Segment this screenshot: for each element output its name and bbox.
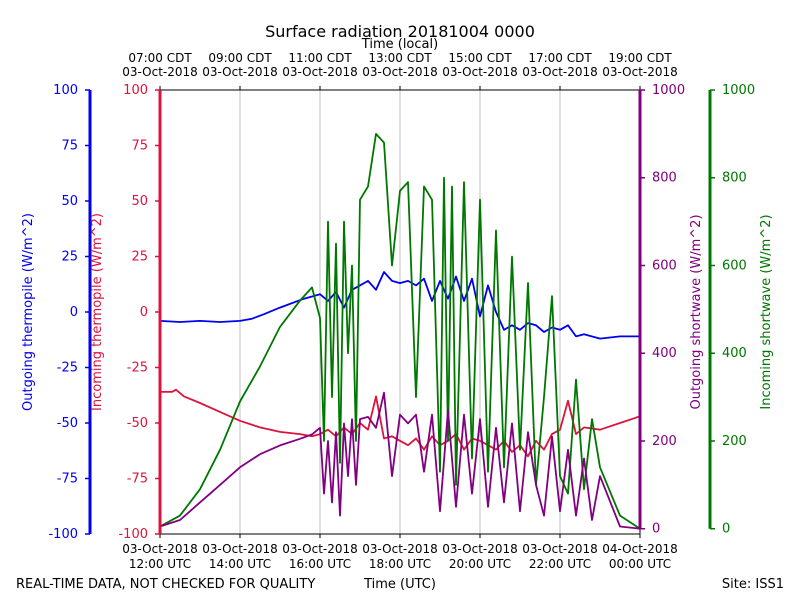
bottom-tick-label: 12:00 UTC — [129, 557, 191, 571]
incoming-thermopile-label: Incoming thermopile (W/m^2) — [90, 213, 105, 411]
x-axis-label: Time (UTC) — [363, 577, 436, 592]
axis-tick-label: 0 — [722, 522, 730, 537]
axis-tick-label: 800 — [652, 171, 677, 186]
axis-tick-label: -100 — [118, 527, 148, 542]
top-tick-date: 03-Oct-2018 — [602, 65, 678, 79]
chart-title: Surface radiation 20181004 0000 — [265, 22, 535, 41]
outgoing-thermopile-axis: -100 -75 -50 -25 0 25 50 75 100 — [48, 83, 92, 542]
axis-tick-label: -75 — [127, 472, 148, 487]
axis-tick-label: 1000 — [652, 83, 685, 98]
axis-tick-label: 800 — [722, 171, 747, 186]
bottom-tick-label: 18:00 UTC — [369, 557, 431, 571]
top-tick-label: 13:00 CDT — [368, 51, 432, 65]
top-tick-date: 03-Oct-2018 — [522, 65, 598, 79]
axis-tick-label: 0 — [140, 305, 148, 320]
outgoing-shortwave-label: Outgoing shortwave (W/m^2) — [689, 214, 704, 409]
axis-tick-label: 25 — [131, 250, 148, 265]
bottom-tick-date: 04-Oct-2018 — [602, 542, 678, 556]
axis-tick-label: 400 — [722, 346, 747, 361]
top-tick-label: 19:00 CDT — [608, 51, 672, 65]
axis-tick-label: -50 — [127, 416, 148, 431]
incoming-shortwave-axis: 0 200 400 600 800 1000 — [708, 83, 755, 537]
top-tick-label: 07:00 CDT — [128, 51, 192, 65]
bottom-tick-label: 14:00 UTC — [209, 557, 271, 571]
top-tick-date: 03-Oct-2018 — [202, 65, 278, 79]
quality-notice: REAL-TIME DATA, NOT CHECKED FOR QUALITY — [16, 577, 315, 592]
top-tick-label: 09:00 CDT — [208, 51, 272, 65]
axis-tick-label: 400 — [652, 346, 677, 361]
axis-tick-label: 100 — [123, 83, 148, 98]
grid — [239, 90, 561, 534]
series-incoming-shortwave — [159, 132, 641, 530]
top-tick-label: 11:00 CDT — [288, 51, 352, 65]
top-axis-label: Time (local) — [361, 37, 438, 52]
bottom-tick-date: 03-Oct-2018 — [442, 542, 518, 556]
top-tick-date: 03-Oct-2018 — [122, 65, 198, 79]
axis-tick-label: 0 — [70, 305, 78, 320]
bottom-tick-date: 03-Oct-2018 — [122, 542, 198, 556]
axis-tick-label: 25 — [61, 250, 78, 265]
series-outgoing-thermopile — [159, 271, 640, 340]
axis-tick-label: 200 — [652, 434, 677, 449]
outgoing-thermopile-label: Outgoing thermopile (W/m^2) — [21, 213, 36, 411]
axis-tick-label: -25 — [57, 361, 78, 376]
axis-tick-label: 100 — [53, 83, 78, 98]
bottom-tick-date: 03-Oct-2018 — [282, 542, 358, 556]
bottom-tick-date: 03-Oct-2018 — [522, 542, 598, 556]
axis-tick-label: -50 — [57, 416, 78, 431]
axis-tick-label: 600 — [722, 258, 747, 273]
axis-tick-label: 200 — [722, 434, 747, 449]
bottom-tick-label: 20:00 UTC — [449, 557, 511, 571]
top-tick-label: 15:00 CDT — [448, 51, 512, 65]
bottom-tick-label: 22:00 UTC — [529, 557, 591, 571]
top-tick-date: 03-Oct-2018 — [282, 65, 358, 79]
top-tick-label: 17:00 CDT — [528, 51, 592, 65]
incoming-shortwave-label: Incoming shortwave (W/m^2) — [759, 214, 774, 409]
series-group — [159, 132, 641, 530]
axis-tick-label: 75 — [131, 139, 148, 154]
top-tick-date: 03-Oct-2018 — [442, 65, 518, 79]
series-outgoing-shortwave — [159, 391, 641, 530]
incoming-thermopile-axis: -100 -75 -50 -25 0 25 50 75 100 — [118, 83, 162, 542]
axis-tick-label: -25 — [127, 361, 148, 376]
site-label: Site: ISS1 — [722, 577, 784, 592]
axis-tick-label: 75 — [61, 139, 78, 154]
axis-tick-label: -75 — [57, 472, 78, 487]
axis-tick-label: 50 — [131, 194, 148, 209]
axis-tick-label: 600 — [652, 258, 677, 273]
top-tick-date: 03-Oct-2018 — [362, 65, 438, 79]
bottom-tick-label: 16:00 UTC — [289, 557, 351, 571]
axis-tick-label: 50 — [61, 194, 78, 209]
axis-tick-label: -100 — [48, 527, 78, 542]
bottom-tick-date: 03-Oct-2018 — [362, 542, 438, 556]
bottom-tick-date: 03-Oct-2018 — [202, 542, 278, 556]
bottom-tick-label: 00:00 UTC — [609, 557, 671, 571]
axis-tick-label: 1000 — [722, 83, 755, 98]
axis-tick-label: 0 — [652, 522, 660, 537]
outgoing-shortwave-axis: 0 200 400 600 800 1000 — [638, 83, 685, 537]
